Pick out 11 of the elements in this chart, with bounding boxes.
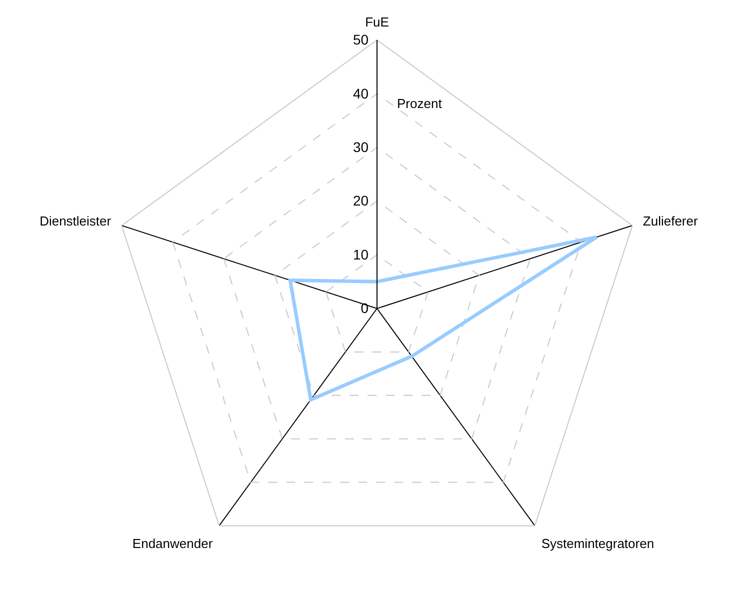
spoke-label: FuE [365, 14, 390, 30]
y-tick-label: 40 [353, 85, 369, 102]
spoke-label: Systemintegratoren [541, 536, 654, 551]
text: Prozent [397, 96, 442, 111]
y-tick-label: 50 [353, 32, 369, 48]
y-tick-label: 30 [353, 138, 369, 155]
spoke-label: Zulieferer [642, 214, 698, 229]
spoke-label: Dienstleister [40, 214, 112, 229]
y-tick-label: 10 [353, 246, 369, 262]
spoke-label: Endanwender [132, 536, 214, 551]
y-tick-label: 20 [353, 192, 369, 209]
